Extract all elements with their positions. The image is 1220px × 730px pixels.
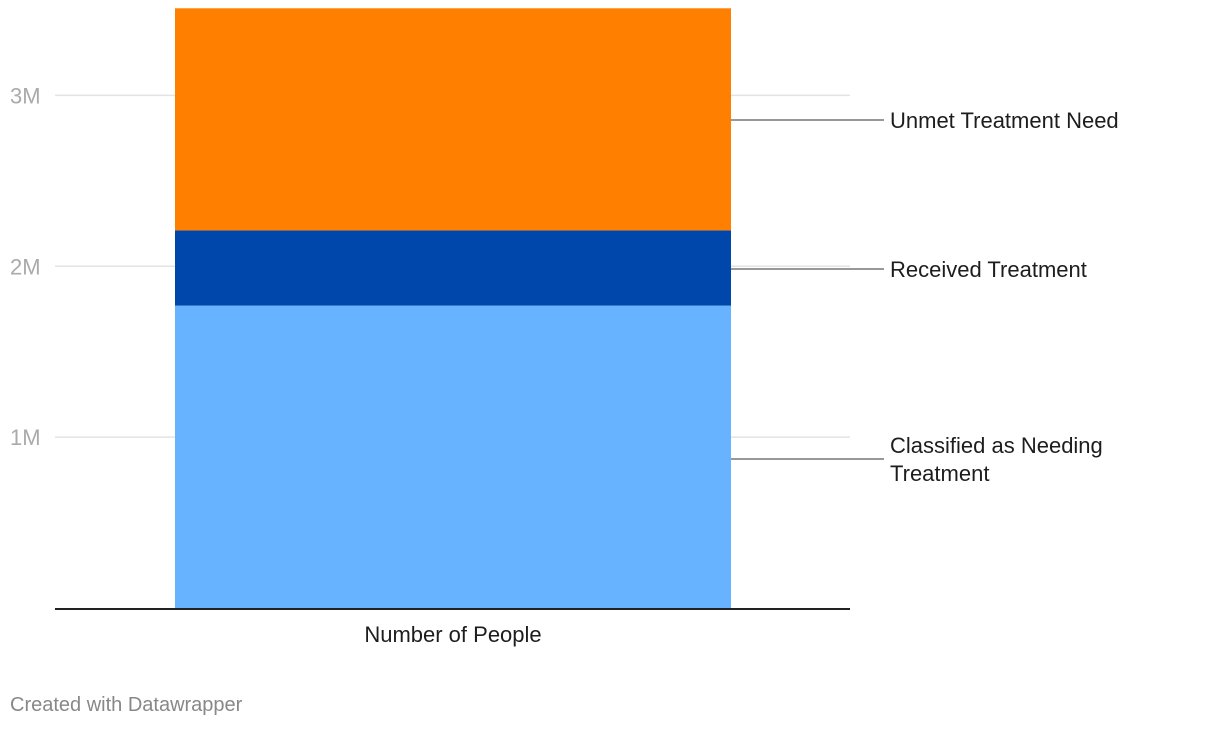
series-label: Classified as Needing Treatment [890, 433, 1103, 486]
credit-text: Created with Datawrapper [10, 694, 243, 716]
y-tick-label: 3M [10, 83, 41, 108]
y-tick-label: 2M [10, 254, 41, 279]
y-tick-label: 1M [10, 425, 41, 450]
series-label: Received Treatment [890, 257, 1087, 282]
bar-segment [175, 230, 731, 306]
x-category-label: Number of People [364, 622, 541, 647]
bar-segment [175, 8, 731, 231]
bar-segment [175, 305, 731, 608]
x-axis: Number of People [55, 608, 850, 647]
bar-segments [175, 8, 731, 608]
series-labels: Classified as Needing Treatment Received T… [731, 108, 1119, 486]
series-label: Unmet Treatment Need [890, 108, 1119, 133]
